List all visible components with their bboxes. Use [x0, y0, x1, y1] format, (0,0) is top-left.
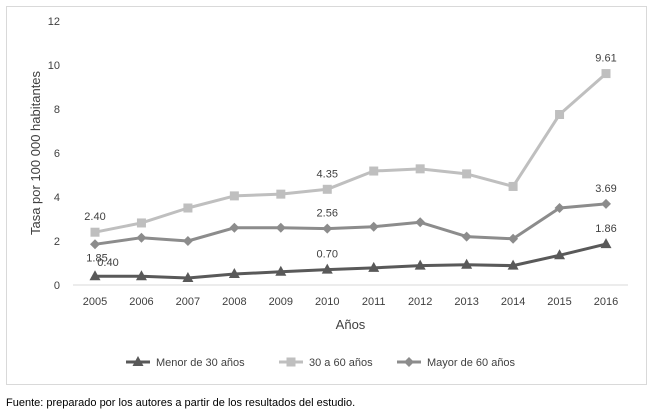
series-line	[95, 242, 607, 280]
data-point	[275, 222, 286, 233]
data-point	[135, 270, 147, 281]
data-point	[415, 164, 425, 174]
y-tick-label: 0	[54, 280, 60, 292]
data-label: 0.40	[97, 257, 118, 269]
x-tick-label: 2005	[83, 296, 107, 308]
data-point	[554, 203, 565, 213]
data-point	[368, 261, 380, 272]
data-point	[286, 357, 296, 367]
legend-item: Menor de 30 años	[126, 356, 245, 369]
data-point	[228, 268, 240, 278]
x-tick-label: 2015	[547, 296, 571, 308]
legend-item: 30 a 60 años	[279, 357, 373, 369]
x-tick-label: 2013	[454, 296, 478, 308]
data-point	[462, 169, 472, 179]
data-point	[368, 221, 379, 232]
data-label: 4.35	[317, 168, 338, 180]
data-label: 9.61	[595, 53, 616, 65]
data-point	[276, 189, 286, 199]
legend: Menor de 30 años 30 a 60 años Mayor de 60 …	[126, 356, 516, 369]
series-group	[90, 69, 611, 237]
legend-label: Menor de 30 años	[156, 357, 245, 369]
x-axis-ticks: 2005 2006 2007 2008 2009 2010 2011 2012 2013 2014…	[83, 296, 618, 308]
x-tick-label: 2006	[129, 296, 153, 308]
data-point	[404, 357, 414, 367]
data-point	[600, 238, 612, 249]
y-tick-label: 8	[54, 104, 60, 116]
y-tick-label: 6	[54, 148, 60, 160]
legend-label: Mayor de 60 años	[427, 357, 516, 369]
data-point	[414, 259, 426, 270]
data-point	[90, 227, 100, 237]
data-label: 1.86	[595, 223, 616, 235]
y-tick-label: 4	[54, 192, 60, 204]
y-tick-label: 12	[48, 16, 60, 28]
series-line	[94, 202, 607, 246]
source-note: Fuente: preparado por los autores a part…	[6, 397, 356, 409]
data-point	[275, 265, 287, 276]
data-point	[136, 232, 147, 243]
legend-item: Mayor de 60 años	[397, 357, 516, 369]
data-point	[322, 223, 333, 234]
chart-frame	[6, 6, 647, 385]
data-point	[182, 236, 193, 246]
y-tick-label: 10	[48, 60, 60, 72]
data-label: 2.56	[317, 208, 338, 220]
data-point	[229, 191, 239, 201]
x-tick-label: 2009	[269, 296, 293, 308]
y-tick-label: 2	[54, 236, 60, 248]
data-label: 0.70	[317, 249, 338, 261]
series-layer	[89, 69, 612, 282]
data-point	[508, 233, 519, 244]
data-point	[554, 249, 566, 260]
data-label: 3.69	[595, 183, 616, 195]
x-tick-label: 2011	[362, 296, 386, 308]
data-point	[132, 356, 144, 366]
data-point	[89, 270, 101, 281]
data-point	[415, 217, 426, 228]
data-point	[136, 218, 146, 228]
data-point	[183, 203, 193, 213]
y-axis-title: Tasa por 100 000 habitantes	[28, 70, 43, 235]
data-point	[321, 263, 333, 274]
data-point	[182, 271, 194, 282]
series-line	[94, 72, 607, 234]
x-tick-label: 2010	[315, 296, 339, 308]
data-point	[601, 198, 611, 209]
data-point	[229, 222, 240, 233]
x-axis-title: Años	[336, 317, 366, 332]
data-point	[90, 239, 100, 250]
y-axis-ticks: 0 2 4 6 8 10 12	[48, 16, 60, 292]
data-point	[461, 231, 472, 242]
data-point	[507, 259, 519, 270]
x-tick-label: 2007	[176, 296, 200, 308]
series-group	[89, 238, 612, 282]
legend-label: 30 a 60 años	[309, 357, 373, 369]
series-group	[90, 198, 611, 250]
data-point	[369, 166, 379, 176]
data-point	[461, 258, 473, 269]
data-point	[601, 69, 611, 79]
x-tick-label: 2012	[408, 296, 432, 308]
data-label: 2.40	[84, 211, 105, 223]
x-tick-label: 2014	[501, 296, 525, 308]
x-tick-label: 2008	[222, 296, 246, 308]
data-point	[508, 181, 518, 191]
data-labels: 0.40 0.70 1.86 2.40 4.35 9.61 1.85 2.56 3.69	[84, 53, 616, 270]
data-label: 1.85	[86, 252, 107, 264]
data-point	[322, 184, 332, 194]
data-point	[555, 110, 565, 119]
x-tick-label: 2016	[594, 296, 618, 308]
